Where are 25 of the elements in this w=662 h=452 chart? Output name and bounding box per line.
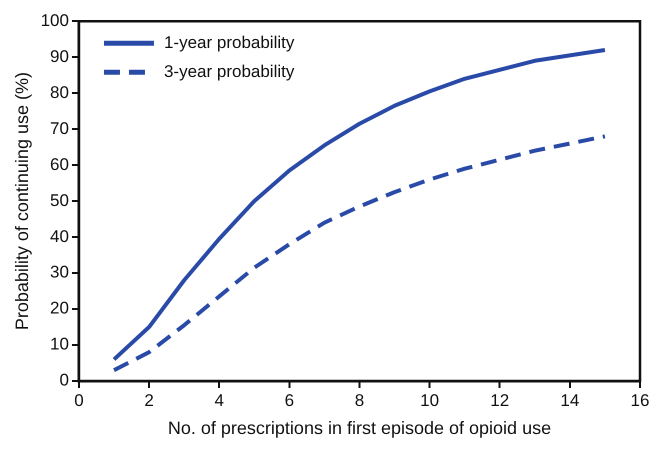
y-tick-label: 0 <box>59 370 69 390</box>
legend-label: 3-year probability <box>164 62 295 81</box>
x-tick-label: 4 <box>214 390 224 410</box>
line-series <box>112 134 607 372</box>
y-tick-label: 10 <box>50 334 69 354</box>
y-tick-label: 30 <box>50 262 69 282</box>
x-tick-label: 14 <box>560 390 580 410</box>
x-tick-label: 6 <box>284 390 294 410</box>
legend-label: 1-year probability <box>164 32 295 52</box>
y-tick-label: 60 <box>50 154 69 174</box>
y-tick-label: 50 <box>50 190 69 210</box>
x-tick-label: 8 <box>354 390 364 410</box>
y-tick-label: 100 <box>40 10 69 30</box>
x-tick-label: 0 <box>74 390 84 410</box>
x-tick-label: 16 <box>630 390 650 410</box>
y-tick-label: 80 <box>50 82 69 102</box>
x-axis-title: No. of prescriptions in first episode of opioid use <box>168 418 552 438</box>
y-tick-label: 20 <box>50 298 69 318</box>
x-tick-label: 10 <box>420 390 440 410</box>
x-tick-label: 12 <box>490 390 510 410</box>
y-axis-title: Probability of continuing use (%) <box>12 72 32 330</box>
y-tick-label: 70 <box>50 118 69 138</box>
x-tick-label: 2 <box>144 390 154 410</box>
y-tick-label: 90 <box>50 46 69 66</box>
y-tick-label: 40 <box>50 226 69 246</box>
